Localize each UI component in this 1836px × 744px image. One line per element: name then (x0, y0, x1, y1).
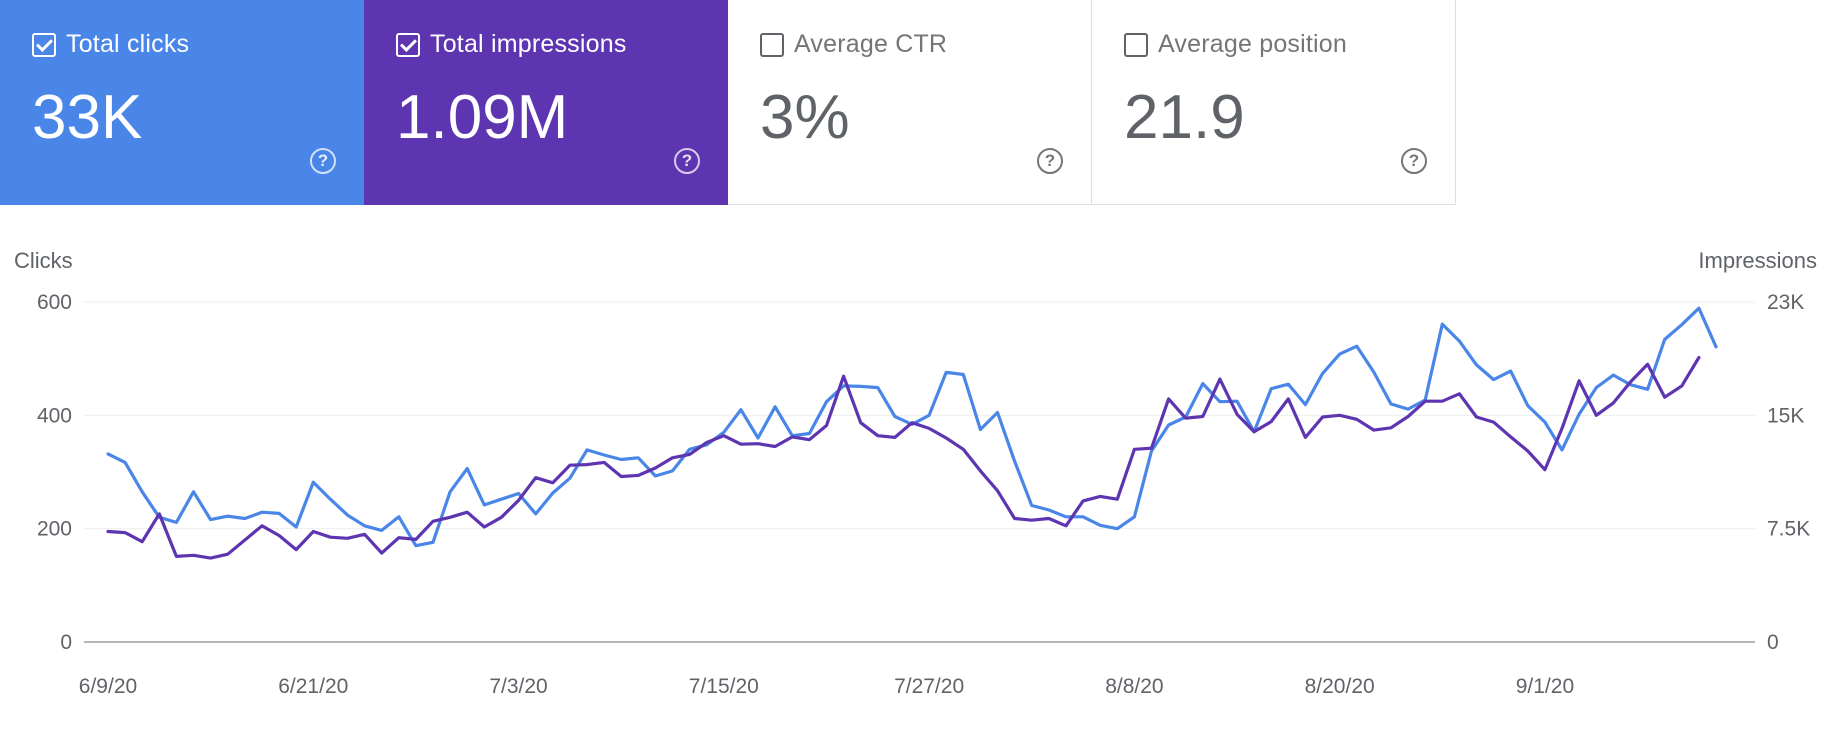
total-impressions-value: 1.09M (396, 83, 569, 152)
right-axis-ticks: 0 7.5K 15K 23K (1767, 291, 1810, 654)
total-clicks-value: 33K (32, 83, 143, 152)
average-ctr-toggle[interactable]: Average CTR (760, 30, 947, 59)
average-position-label: Average position (1158, 30, 1347, 58)
x-tick-label: 8/8/20 (1105, 675, 1163, 698)
help-icon[interactable]: ? (310, 148, 336, 174)
left-tick-label: 600 (37, 291, 72, 314)
right-tick-label: 0 (1767, 631, 1779, 654)
total-clicks-label: Total clicks (66, 30, 190, 58)
left-axis-ticks: 0 200 400 600 (37, 291, 72, 654)
checkbox-checked-icon[interactable] (32, 32, 56, 57)
total-impressions-line (106, 355, 1701, 560)
grid-lines (84, 301, 1755, 643)
average-position-value: 21.9 (1124, 83, 1245, 152)
x-tick-label: 9/1/20 (1516, 675, 1574, 698)
average-ctr-label: Average CTR (794, 30, 948, 58)
total-impressions-card[interactable]: Total impressions 1.09M ? (364, 0, 728, 205)
left-tick-label: 200 (37, 518, 72, 541)
total-impressions-toggle[interactable]: Total impressions (396, 30, 627, 59)
right-axis-title: Impressions (1698, 248, 1817, 273)
checkbox-checked-icon[interactable] (396, 32, 420, 57)
left-tick-label: 400 (37, 404, 72, 427)
checkbox-unchecked-icon[interactable] (1124, 32, 1148, 57)
total-impressions-label: Total impressions (430, 30, 627, 58)
x-tick-label: 7/27/20 (894, 675, 964, 698)
left-axis-title: Clicks (14, 248, 73, 273)
help-icon[interactable]: ? (1401, 148, 1427, 174)
right-tick-label: 7.5K (1767, 518, 1810, 541)
total-clicks-toggle[interactable]: Total clicks (32, 30, 189, 59)
right-tick-label: 15K (1767, 404, 1804, 427)
performance-line-chart[interactable]: Clicks Impressions 0 200 400 600 0 7.5K 15K 23… (0, 205, 1836, 744)
average-position-toggle[interactable]: Average position (1124, 30, 1347, 59)
x-tick-label: 8/20/20 (1305, 675, 1375, 698)
help-icon[interactable]: ? (674, 148, 700, 174)
average-position-card[interactable]: Average position 21.9 ? (1092, 0, 1456, 205)
total-clicks-line (106, 306, 1718, 548)
average-ctr-card[interactable]: Average CTR 3% ? (728, 0, 1092, 205)
x-tick-label: 6/9/20 (79, 675, 137, 698)
checkbox-unchecked-icon[interactable] (760, 32, 784, 57)
x-axis-ticks: 6/9/20 6/21/20 7/3/20 7/15/20 7/27/20 8/8/20 8… (79, 675, 1574, 698)
x-tick-label: 7/3/20 (489, 675, 547, 698)
x-tick-label: 7/15/20 (689, 675, 759, 698)
x-tick-label: 6/21/20 (278, 675, 348, 698)
left-tick-label: 0 (60, 631, 72, 654)
right-tick-label: 23K (1767, 291, 1804, 314)
average-ctr-value: 3% (760, 83, 850, 152)
metric-cards: Total clicks 33K ? Total impressions 1.0… (0, 0, 1456, 205)
help-icon[interactable]: ? (1037, 148, 1063, 174)
total-clicks-card[interactable]: Total clicks 33K ? (0, 0, 364, 205)
series-lines (106, 306, 1718, 560)
